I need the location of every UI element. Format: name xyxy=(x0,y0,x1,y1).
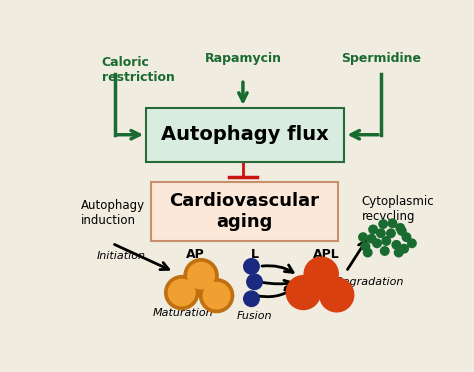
Circle shape xyxy=(400,244,409,253)
Text: Cardiovascular
aging: Cardiovascular aging xyxy=(170,192,319,231)
Text: Rapamycin: Rapamycin xyxy=(204,52,282,65)
Text: Cytoplasmic
recycling: Cytoplasmic recycling xyxy=(362,195,434,223)
Circle shape xyxy=(367,234,376,243)
Text: Spermidine: Spermidine xyxy=(341,52,421,65)
Text: Initiation: Initiation xyxy=(96,251,146,262)
Circle shape xyxy=(203,282,230,309)
Text: Autophagy
induction: Autophagy induction xyxy=(81,199,145,227)
Circle shape xyxy=(408,239,416,247)
FancyBboxPatch shape xyxy=(146,108,345,162)
Text: Caloric
restriction: Caloric restriction xyxy=(102,56,175,84)
Circle shape xyxy=(379,220,387,228)
Text: Maturation: Maturation xyxy=(152,308,213,318)
Circle shape xyxy=(369,225,377,234)
Circle shape xyxy=(286,276,320,310)
Text: Degradation: Degradation xyxy=(335,277,404,287)
FancyBboxPatch shape xyxy=(151,182,338,241)
Circle shape xyxy=(247,274,262,289)
Circle shape xyxy=(168,279,195,306)
Circle shape xyxy=(188,262,214,289)
Circle shape xyxy=(164,276,199,310)
Circle shape xyxy=(392,241,401,249)
Circle shape xyxy=(244,291,259,307)
Circle shape xyxy=(200,279,234,312)
Circle shape xyxy=(396,224,404,232)
Circle shape xyxy=(304,257,338,291)
Circle shape xyxy=(387,229,395,238)
Circle shape xyxy=(373,239,381,247)
Text: Autophagy flux: Autophagy flux xyxy=(161,125,329,144)
Circle shape xyxy=(394,248,403,257)
Circle shape xyxy=(377,229,385,238)
Circle shape xyxy=(244,259,259,274)
Text: L: L xyxy=(251,248,258,260)
Circle shape xyxy=(388,219,397,228)
Text: Fusion: Fusion xyxy=(237,311,272,321)
Circle shape xyxy=(364,248,372,257)
Circle shape xyxy=(381,247,389,255)
Circle shape xyxy=(398,227,406,235)
Circle shape xyxy=(319,278,354,312)
Text: APL: APL xyxy=(313,248,340,260)
Circle shape xyxy=(402,233,410,241)
Circle shape xyxy=(359,233,367,241)
Circle shape xyxy=(382,237,391,245)
Circle shape xyxy=(361,242,370,251)
Circle shape xyxy=(184,259,218,293)
Text: AP: AP xyxy=(185,248,204,260)
